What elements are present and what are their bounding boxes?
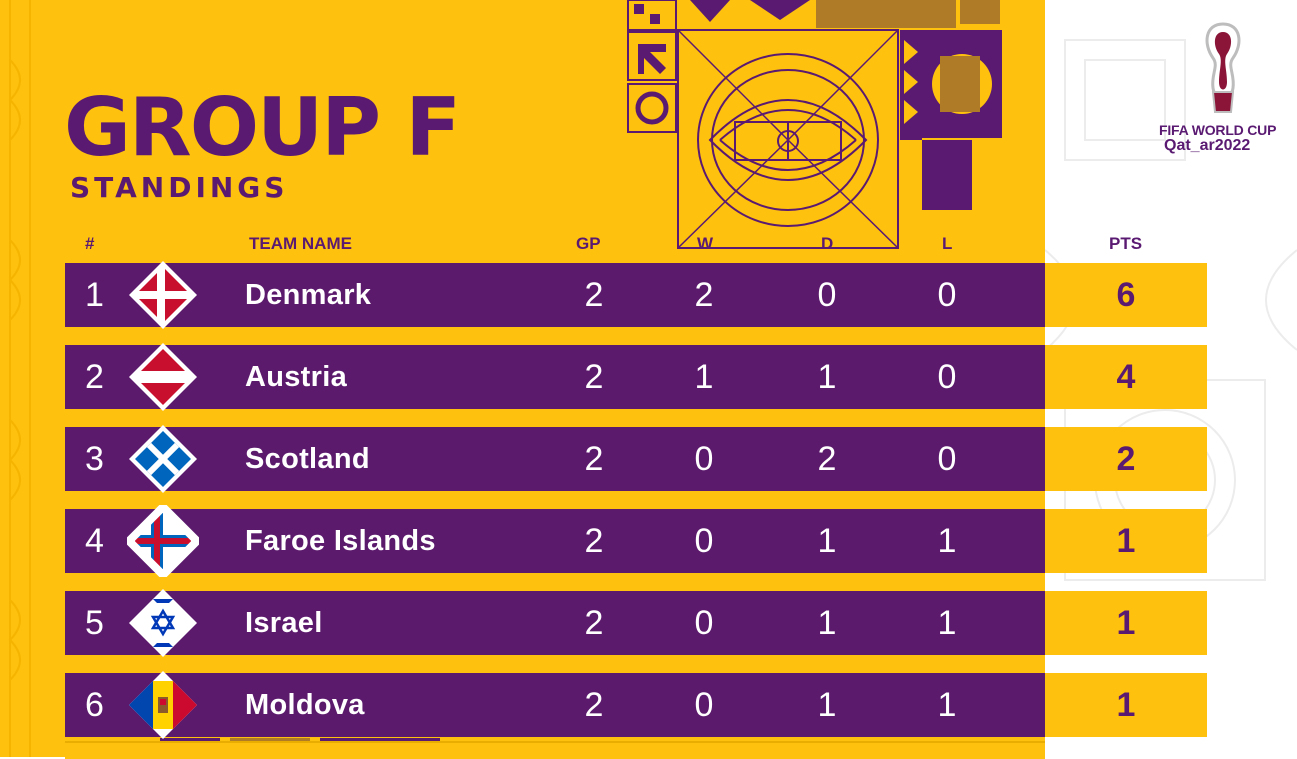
rank-cell: 1 xyxy=(85,276,104,314)
w-cell: 0 xyxy=(694,440,714,478)
table-row-partial xyxy=(65,741,1045,759)
team-name: Scotland xyxy=(245,443,370,475)
l-cell: 1 xyxy=(937,522,957,560)
table-row: 4 Faroe Islands 2 0 1 1 xyxy=(65,505,1045,577)
faroe-islands-flag-icon xyxy=(127,505,199,577)
pts-cell: 1 xyxy=(1045,673,1207,737)
l-cell: 1 xyxy=(937,686,957,724)
w-cell: 0 xyxy=(694,522,714,560)
gp-cell: 2 xyxy=(584,440,604,478)
fifa-world-cup-wordmark: FIFA WORLD CUP xyxy=(1159,122,1277,138)
pts-cell: 1 xyxy=(1045,509,1207,573)
d-cell: 1 xyxy=(817,522,837,560)
column-header-rank: # xyxy=(85,234,95,253)
moldova-flag-icon xyxy=(129,671,197,739)
l-cell: 1 xyxy=(937,604,957,642)
team-name: Faroe Islands xyxy=(245,525,436,557)
d-cell: 1 xyxy=(817,358,837,396)
w-cell: 0 xyxy=(694,604,714,642)
rank-cell: 5 xyxy=(85,604,104,642)
gp-cell: 2 xyxy=(584,686,604,724)
column-header-w: W xyxy=(697,234,714,253)
rank-cell: 6 xyxy=(85,686,104,724)
qatar-2022-wordmark: Qat_ar2022 xyxy=(1164,137,1251,154)
pts-cell: 2 xyxy=(1045,427,1207,491)
column-header-d: D xyxy=(821,234,834,253)
l-cell: 0 xyxy=(937,276,957,314)
column-header-gp: GP xyxy=(576,234,601,253)
austria-flag-icon xyxy=(129,343,197,411)
column-header-team: TEAM NAME xyxy=(249,234,352,253)
gp-cell: 2 xyxy=(584,276,604,314)
l-cell: 0 xyxy=(937,440,957,478)
d-cell: 1 xyxy=(817,604,837,642)
table-row: 1 Denmark 2 2 0 0 xyxy=(65,261,1045,329)
rank-cell: 3 xyxy=(85,440,104,478)
d-cell: 2 xyxy=(817,440,837,478)
w-cell: 0 xyxy=(694,686,714,724)
l-cell: 0 xyxy=(937,358,957,396)
column-header-pts: PTS xyxy=(1109,234,1143,253)
team-name: Israel xyxy=(245,607,323,639)
page-subtitle: STANDINGS xyxy=(70,171,289,204)
w-cell: 1 xyxy=(694,358,714,396)
column-header-l: L xyxy=(942,234,953,253)
israel-flag-icon xyxy=(129,589,197,657)
rank-cell: 4 xyxy=(85,522,104,560)
page-title: GROUP F xyxy=(64,81,461,174)
scotland-flag-icon xyxy=(129,425,197,493)
world-cup-trophy-icon xyxy=(1205,22,1241,113)
pts-cell: 6 xyxy=(1045,263,1207,327)
table-row: 5 Israel 2 0 1 1 xyxy=(65,589,1045,657)
team-name: Austria xyxy=(245,361,348,393)
gp-cell: 2 xyxy=(584,358,604,396)
d-cell: 1 xyxy=(817,686,837,724)
d-cell: 0 xyxy=(817,276,837,314)
team-name: Denmark xyxy=(245,279,372,311)
decorative-pattern xyxy=(627,0,1002,249)
team-name: Moldova xyxy=(245,689,365,721)
rank-cell: 2 xyxy=(85,358,104,396)
table-row: 2 Austria 2 1 1 0 xyxy=(65,343,1045,411)
w-cell: 2 xyxy=(694,276,714,314)
table-row: 6 Moldova 2 0 1 1 xyxy=(65,671,1045,739)
pts-cell: 1 xyxy=(1045,591,1207,655)
gp-cell: 2 xyxy=(584,522,604,560)
decorative-border xyxy=(8,0,31,757)
gp-cell: 2 xyxy=(584,604,604,642)
table-row: 3 Scotland 2 0 2 0 xyxy=(65,425,1045,493)
pts-cell: 4 xyxy=(1045,345,1207,409)
denmark-flag-icon xyxy=(129,261,197,329)
